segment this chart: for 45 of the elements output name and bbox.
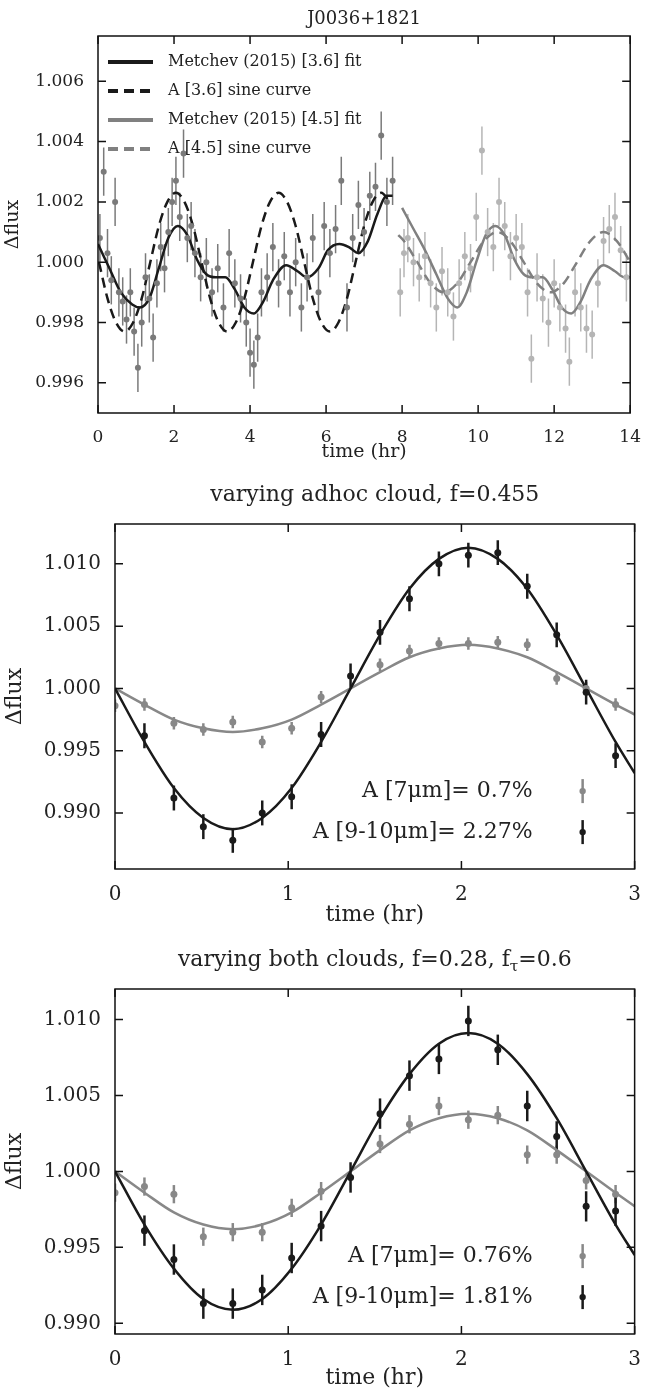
legend-label: Metchev (2015) [3.6] fit [168, 51, 363, 71]
chart-title: varying adhoc cloud, f=0.455 [209, 481, 540, 507]
y-tick-label: 1.010 [43, 550, 101, 575]
x-tick-label: 3 [628, 1346, 641, 1371]
x-axis-title: time (hr) [325, 900, 425, 926]
x-tick-label: 1 [281, 881, 295, 906]
y-tick-label: 1.005 [43, 612, 101, 637]
y-tick-label: 1.005 [43, 1081, 101, 1106]
y-tick-label: 1.000 [43, 1157, 101, 1182]
y-tick-label: 1.004 [35, 129, 84, 150]
legend-label: A [4.5] sine curve [167, 138, 312, 158]
y-tick-label: 0.996 [35, 371, 84, 392]
x-tick-label: 2 [168, 425, 180, 446]
y-tick-label: 0.998 [35, 310, 84, 331]
x-tick-label: 0 [108, 881, 122, 906]
y-axis-title: Δflux [0, 667, 26, 726]
x-tick-label: 1 [281, 1346, 295, 1371]
y-tick-label: 0.990 [43, 799, 101, 824]
legend-label: Metchev (2015) [4.5] fit [168, 109, 363, 129]
chart-title: J0036+1821 [305, 6, 422, 28]
y-tick-label: 1.002 [35, 190, 84, 211]
y-tick-label: 0.990 [43, 1309, 101, 1334]
legend-label: A [7μm]= 0.7% [361, 776, 533, 802]
x-tick-label: 14 [619, 425, 641, 446]
y-axis-title: Δflux [0, 199, 23, 250]
x-tick-label: 4 [244, 425, 256, 446]
legend-label: A [3.6] sine curve [167, 80, 312, 100]
x-tick-label: 0 [92, 425, 104, 446]
x-tick-label: 0 [108, 1346, 122, 1371]
x-tick-label: 2 [455, 1346, 468, 1371]
y-tick-label: 1.000 [35, 250, 84, 271]
y-tick-label: 0.995 [43, 1233, 101, 1258]
legend-label: A [9-10μm]= 2.27% [311, 817, 533, 843]
x-tick-label: 10 [467, 425, 489, 446]
x-tick-label: 2 [455, 881, 468, 906]
x-tick-label: 3 [628, 881, 641, 906]
y-tick-label: 0.995 [43, 736, 101, 761]
legend-label: A [9-10μm]= 1.81% [311, 1282, 533, 1308]
y-tick-label: 1.006 [35, 69, 84, 90]
x-axis-title: time (hr) [325, 1363, 425, 1389]
y-tick-label: 1.000 [43, 674, 101, 699]
x-tick-label: 12 [543, 425, 565, 446]
legend-label: A [7μm]= 0.76% [347, 1241, 533, 1267]
y-tick-label: 1.010 [43, 1005, 101, 1030]
y-axis-title: Δflux [0, 1132, 26, 1191]
